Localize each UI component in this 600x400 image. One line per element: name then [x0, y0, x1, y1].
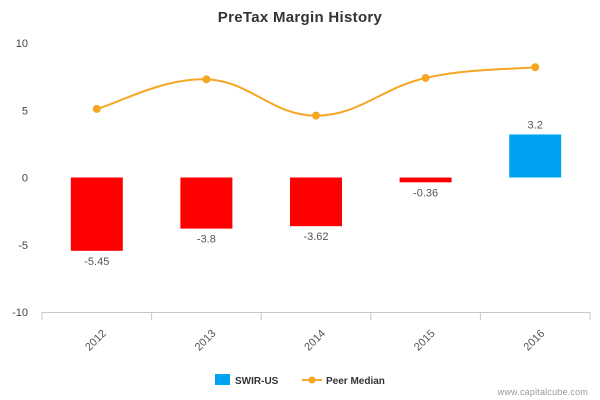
- y-tick-label: -5: [18, 240, 28, 252]
- peer-median-point: [531, 63, 540, 72]
- x-tick-label: 2014: [302, 328, 328, 354]
- peer-median-point: [202, 75, 211, 84]
- peer-median-line: [96, 66, 536, 117]
- y-tick-label: 10: [16, 38, 28, 50]
- bar-value-label: -3.62: [303, 231, 328, 243]
- bar-value-label: -5.45: [84, 256, 109, 268]
- legend-label-peer-median: Peer Median: [326, 376, 385, 387]
- x-tick-label: 2013: [193, 328, 219, 354]
- legend-marker-peer-median: [308, 376, 316, 384]
- x-tick-label: 2012: [83, 328, 109, 354]
- y-tick-label: -10: [12, 307, 28, 319]
- peer-median-series: [92, 63, 540, 120]
- peer-median-point: [421, 73, 430, 82]
- chart-title: PreTax Margin History: [218, 9, 383, 26]
- bar-value-label: -3.8: [197, 234, 216, 246]
- bar: [290, 177, 342, 227]
- bar: [399, 177, 452, 183]
- bar: [70, 177, 123, 251]
- peer-median-point: [312, 111, 320, 120]
- bar-value-labels: -5.45 -3.8 -3.62 -0.36 3.2: [84, 119, 543, 267]
- bar-value-label: -0.36: [413, 187, 438, 199]
- legend-swatch-swir-us: [215, 374, 230, 385]
- legend: SWIR-US Peer Median: [215, 374, 385, 387]
- y-axis: 10 5 0 -5 -10: [12, 38, 28, 319]
- legend-label-swir-us: SWIR-US: [235, 376, 279, 387]
- x-tick-label: 2016: [522, 328, 548, 354]
- y-tick-label: 5: [22, 105, 28, 117]
- bar: [180, 177, 233, 229]
- peer-median-point: [92, 104, 101, 113]
- x-axis: 2012 2013 2014 2015 2016: [41, 312, 591, 354]
- bar-value-label: 3.2: [528, 119, 543, 131]
- credit-text: www.capitalcube.com: [497, 387, 588, 397]
- bar: [509, 134, 562, 178]
- x-tick-label: 2015: [412, 328, 438, 354]
- y-tick-label: 0: [22, 173, 28, 185]
- bar-series: [70, 134, 562, 251]
